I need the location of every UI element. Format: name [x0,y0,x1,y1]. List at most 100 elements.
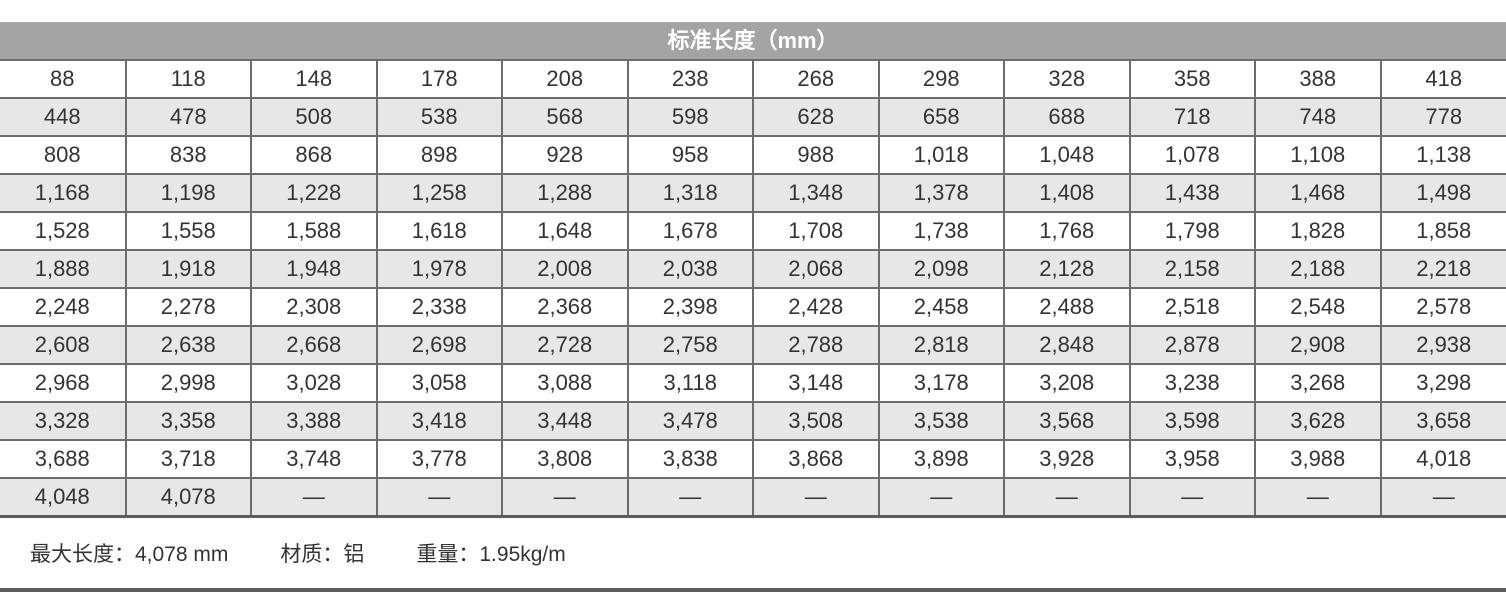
table-cell: 4,018 [1379,439,1506,478]
table-row: 808 838 868 898 928 958 988 1,018 1,048 1,078 1,10… [0,135,1506,174]
bottom-rule [0,588,1506,592]
table-cell: 658 [877,97,1004,136]
table-cell: 2,758 [626,325,753,364]
table-cell: 4,078 [124,477,251,518]
table-cell: 2,458 [877,287,1004,326]
table-cell: 208 [501,59,628,98]
table-cell: 868 [250,135,377,174]
table-cell: 1,378 [877,173,1004,212]
table-cell: 1,828 [1254,211,1381,250]
table-cell: 2,518 [1128,287,1255,326]
table-cell: 778 [1379,97,1506,136]
table-row: 448 478 508 538 568 598 628 658 688 718 748 778 [0,97,1506,136]
table-cell: 3,028 [250,363,377,402]
table-cell: 2,428 [752,287,879,326]
table-cell: 3,148 [752,363,879,402]
table-cell: 1,438 [1128,173,1255,212]
table-cell: 1,408 [1003,173,1130,212]
table-cell: 388 [1254,59,1381,98]
table-cell: 928 [501,135,628,174]
table-cell: 3,658 [1379,401,1506,440]
table-cell: 3,688 [0,439,126,478]
table-cell: 1,348 [752,173,879,212]
table-cell: 2,578 [1379,287,1506,326]
table-cell: 3,898 [877,439,1004,478]
table-cell: 2,788 [752,325,879,364]
table-row: 4,048 4,078— — — — — — — — — — [0,477,1506,518]
table-cell: 148 [250,59,377,98]
table-cell: 1,888 [0,249,126,288]
table-cell: 1,678 [626,211,753,250]
table-cell: 2,338 [375,287,502,326]
table-cell: 418 [1379,59,1506,98]
table-cell: 2,908 [1254,325,1381,364]
table-cell: 3,238 [1128,363,1255,402]
table-cell: 238 [626,59,753,98]
table-cell: 1,108 [1254,135,1381,174]
table-cell: 508 [250,97,377,136]
table-cell: 2,608 [0,325,126,364]
table-cell: 2,398 [626,287,753,326]
table-cell: 3,958 [1128,439,1255,478]
table-cell: 2,998 [124,363,251,402]
table-cell: 2,848 [1003,325,1130,364]
table-cell: 2,158 [1128,249,1255,288]
table-cell: 718 [1128,97,1255,136]
table-cell: 118 [124,59,251,98]
table-cell: 3,538 [877,401,1004,440]
table-cell: 448 [0,97,126,136]
footer-item: 材质：铝 [280,543,365,566]
table-row: 88 118 148 178 208 238 268 298 328 358 388 418 [0,59,1506,98]
table-cell: 2,368 [501,287,628,326]
footer-item: 最大长度：4,078 mm [30,543,229,566]
table-cell: 3,568 [1003,401,1130,440]
table-cell: 1,858 [1379,211,1506,250]
table-cell: 1,198 [124,173,251,212]
table-cell: 1,738 [877,211,1004,250]
table-cell: 3,748 [250,439,377,478]
table-cell: 3,628 [1254,401,1381,440]
table-cell: 898 [375,135,502,174]
table-cell: 3,778 [375,439,502,478]
table-cell: 2,008 [501,249,628,288]
table-cell: 628 [752,97,879,136]
table-cell: 2,638 [124,325,251,364]
footer: 最大长度：4,078 mm 材质：铝 重量：1.95kg/m [30,538,618,568]
table-cell: 1,618 [375,211,502,250]
table-cell: 3,448 [501,401,628,440]
table-cell: 1,018 [877,135,1004,174]
table-cell: 2,038 [626,249,753,288]
table-cell: 298 [877,59,1004,98]
table-cell: — [1128,477,1255,518]
table-cell: 4,048 [0,477,126,518]
table-cell: 2,818 [877,325,1004,364]
table-row: 3,328 3,358 3,388 3,418 3,448 3,478 3,508 3,538… [0,401,1506,440]
table-cell: — [877,477,1004,518]
table-cell: 1,918 [124,249,251,288]
table-cell: 3,928 [1003,439,1130,478]
table-cell: 3,988 [1254,439,1381,478]
table-cell: 3,358 [124,401,251,440]
table-cell: 1,588 [250,211,377,250]
table-row: 1,168 1,198 1,228 1,258 1,288 1,318 1,348 1,378… [0,173,1506,212]
table-cell: 2,068 [752,249,879,288]
spec-table: 标准长度（mm） 88 118 148 178 208 238 268 298 328 358 38… [0,22,1506,518]
table-row: 2,968 2,998 3,028 3,058 3,088 3,118 3,148 3,178… [0,363,1506,402]
table-cell: 568 [501,97,628,136]
table-cell: 1,978 [375,249,502,288]
table-cell: 2,878 [1128,325,1255,364]
table-cell: 3,268 [1254,363,1381,402]
table-cell: 1,498 [1379,173,1506,212]
table-cell: 1,138 [1379,135,1506,174]
table-cell: 3,088 [501,363,628,402]
table-cell: 2,128 [1003,249,1130,288]
table-cell: 538 [375,97,502,136]
table-row: 2,608 2,638 2,668 2,698 2,728 2,758 2,788 2,818… [0,325,1506,364]
table-cell: 958 [626,135,753,174]
table-cell: — [1379,477,1506,518]
table-cell: 3,328 [0,401,126,440]
table-cell: 2,098 [877,249,1004,288]
table-cell: 1,558 [124,211,251,250]
table-cell: 3,718 [124,439,251,478]
table-cell: — [1003,477,1130,518]
